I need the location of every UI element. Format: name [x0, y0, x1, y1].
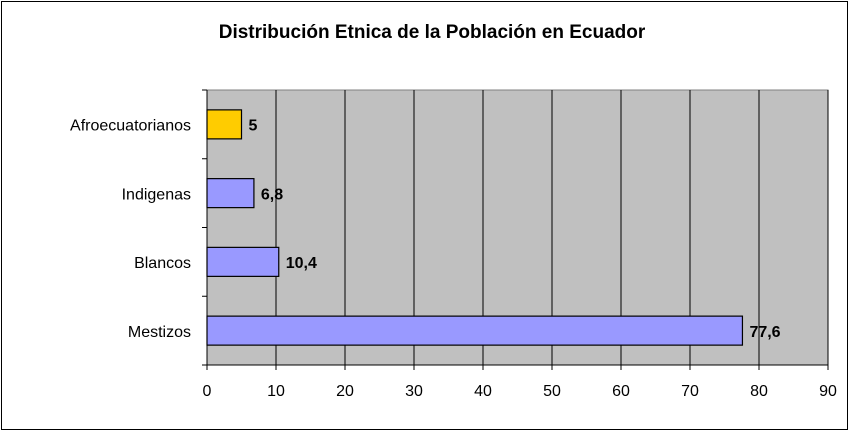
value-label: 77,6 [749, 324, 780, 341]
x-tick-label: 60 [612, 383, 630, 400]
x-tick-label: 40 [474, 383, 492, 400]
y-tick-label: Afroecuatorianos [70, 118, 191, 135]
y-tick-label: Blancos [134, 255, 191, 272]
value-label: 5 [249, 118, 258, 135]
value-label: 10,4 [286, 255, 317, 272]
x-tick-label: 30 [405, 383, 423, 400]
y-tick-label: Mestizos [128, 324, 191, 341]
x-tick-label: 0 [203, 383, 212, 400]
bar [206, 109, 243, 140]
bar [206, 315, 744, 346]
x-tick-label: 70 [681, 383, 699, 400]
x-tick-label: 20 [336, 383, 354, 400]
x-tick-label: 90 [819, 383, 837, 400]
value-label: 6,8 [261, 186, 283, 203]
x-tick-label: 80 [750, 383, 768, 400]
chart-title: Distribución Etnica de la Población en E… [219, 22, 646, 43]
bar [206, 246, 280, 277]
y-tick-label: Indigenas [122, 186, 191, 203]
bar [206, 178, 255, 209]
x-tick-label: 50 [543, 383, 561, 400]
x-tick-label: 10 [267, 383, 285, 400]
